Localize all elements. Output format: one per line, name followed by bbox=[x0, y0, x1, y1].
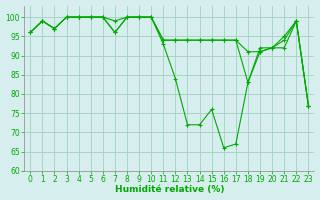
X-axis label: Humidité relative (%): Humidité relative (%) bbox=[115, 185, 224, 194]
